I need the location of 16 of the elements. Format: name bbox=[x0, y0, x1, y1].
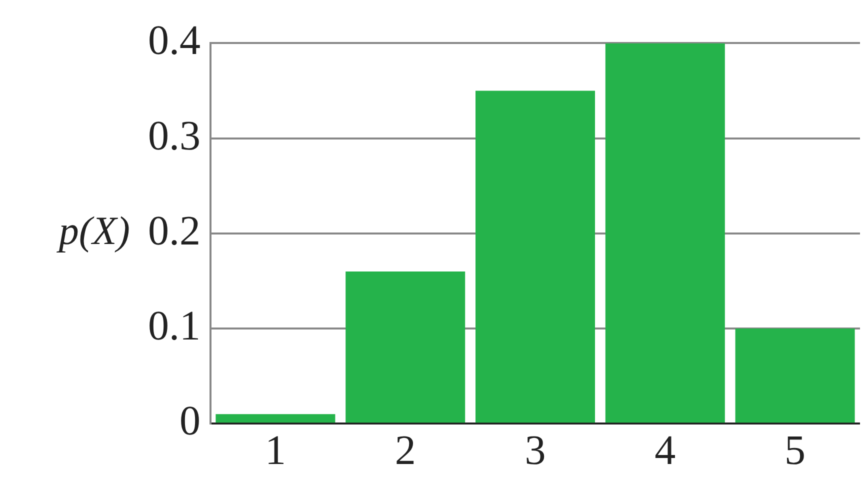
y-tick-label: 0.4 bbox=[148, 18, 200, 64]
x-tick-label: 2 bbox=[394, 428, 416, 474]
y-axis-title: p(X) bbox=[56, 208, 130, 253]
y-tick-label: 0 bbox=[180, 398, 200, 445]
bar bbox=[605, 43, 725, 423]
x-tick-label: 4 bbox=[654, 428, 676, 474]
y-tick-label: 0.3 bbox=[148, 113, 200, 160]
x-tick-label: 3 bbox=[524, 428, 546, 474]
bar bbox=[475, 90, 596, 423]
bar bbox=[216, 414, 336, 423]
bar bbox=[735, 328, 855, 423]
y-tick-label: 0.1 bbox=[148, 304, 200, 350]
x-tick-label: 1 bbox=[264, 428, 286, 474]
x-tick-label: 5 bbox=[784, 428, 806, 474]
bar bbox=[346, 271, 466, 423]
y-tick-label: 0.2 bbox=[148, 208, 200, 254]
